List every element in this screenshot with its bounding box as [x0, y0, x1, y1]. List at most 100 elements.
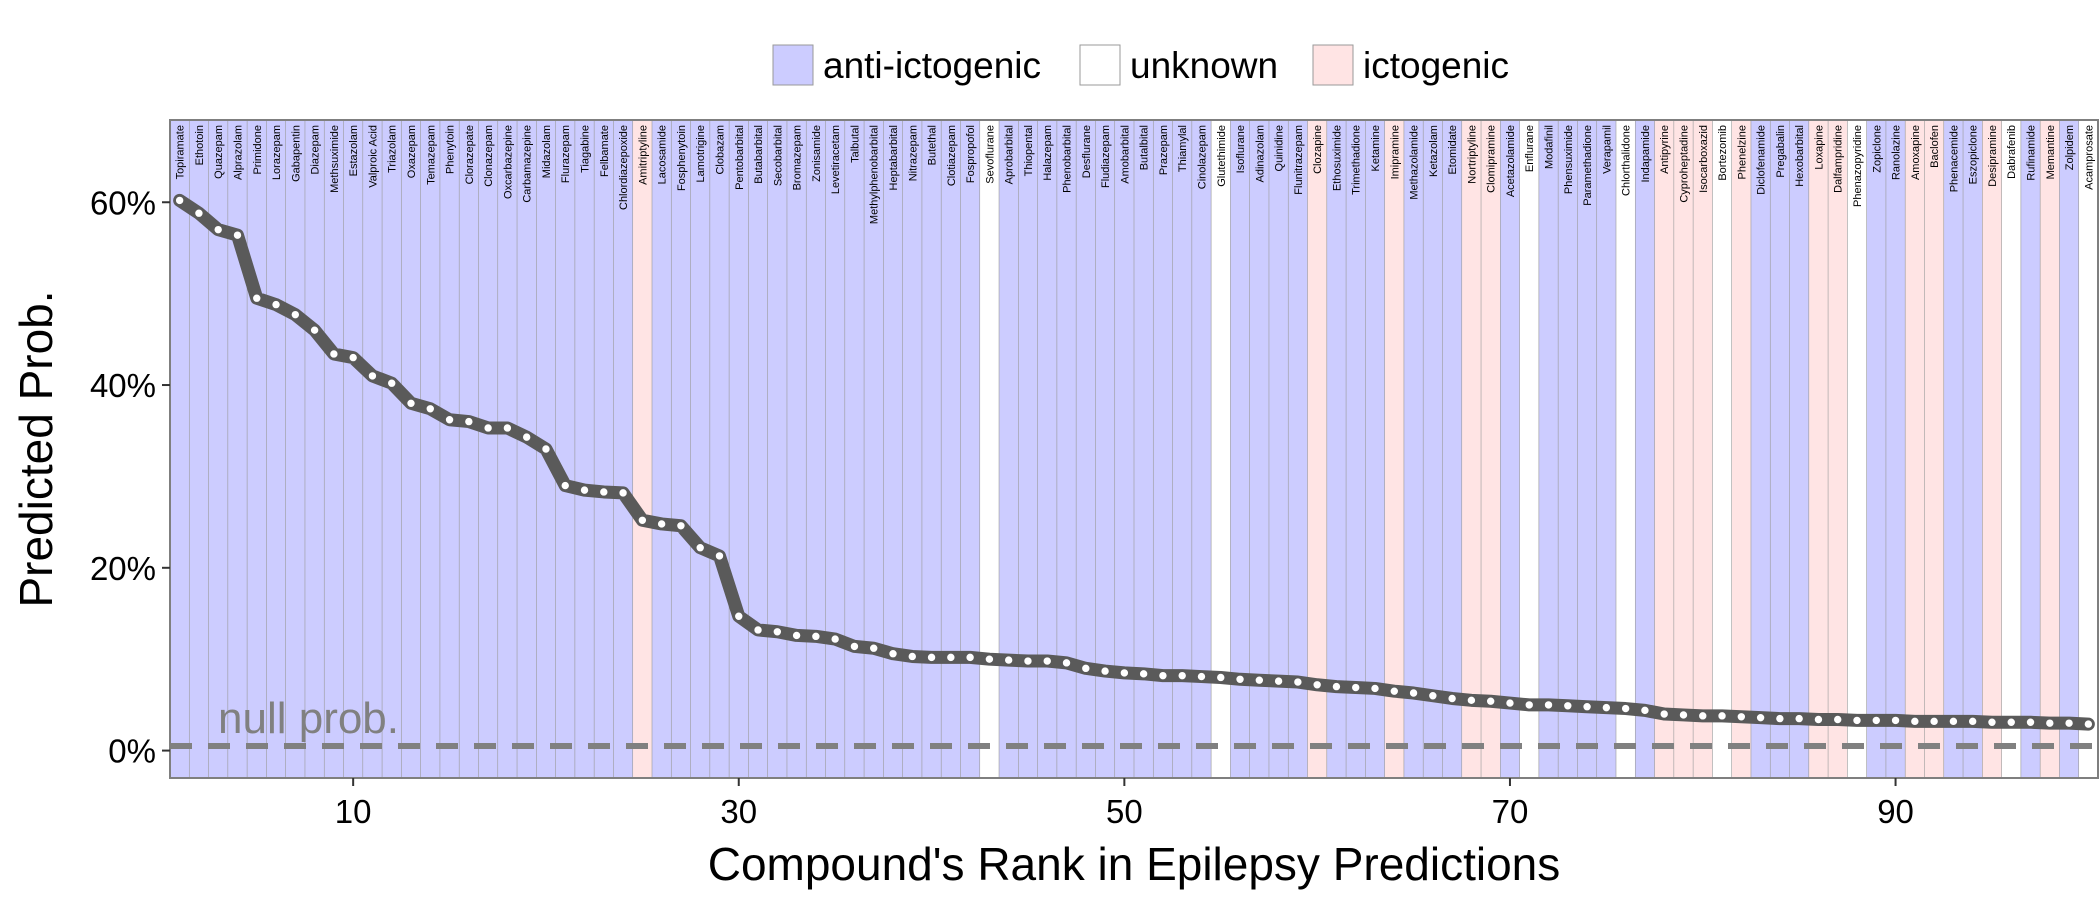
data-point: [2083, 719, 2094, 729]
data-point: [1890, 715, 1901, 726]
band-43: [979, 120, 1000, 778]
compound-label: Desflurane: [1081, 125, 1093, 178]
compound-label: Valproic Acid: [367, 125, 379, 188]
data-point: [1910, 716, 1920, 727]
compound-label: Gabapentin: [290, 125, 302, 182]
compound-label: Eszopiclone: [1968, 125, 1980, 184]
data-point: [1138, 669, 1149, 679]
band-96: [2001, 120, 2022, 778]
compound-label: Topiramate: [175, 125, 187, 179]
data-point: [541, 444, 551, 454]
data-point: [695, 543, 705, 553]
band-18: [497, 120, 518, 778]
y-axis-title: Predicted Prob.: [10, 290, 62, 607]
band-88: [1847, 120, 1867, 778]
band-29: [709, 120, 730, 778]
x-axis: 10 30 50 70 90: [335, 778, 1914, 830]
data-point: [1871, 715, 1881, 726]
y-tick-label: 60%: [90, 184, 156, 221]
band-34: [806, 120, 826, 778]
compound-label: Isocarboxazid: [1698, 125, 1710, 193]
compound-label: Verapamil: [1601, 125, 1613, 174]
band-48: [1076, 120, 1096, 778]
band-99: [2059, 120, 2080, 778]
band-74: [1577, 120, 1598, 778]
compound-label: Phenazopyridine: [1852, 125, 1864, 207]
compound-label: Clonazepam: [483, 125, 495, 187]
compound-label: Memantine: [2045, 125, 2057, 179]
compound-label: Phenelzine: [1736, 125, 1748, 179]
data-point: [1987, 717, 1997, 727]
compound-label: Oxcarbazepine: [502, 125, 514, 199]
band-33: [786, 120, 807, 778]
compound-label: Zopiclone: [1871, 125, 1883, 173]
band-53: [1172, 120, 1193, 778]
band-10: [343, 120, 364, 778]
compound-label: Amobarbital: [1119, 125, 1131, 184]
compound-label: Prazepam: [1158, 125, 1170, 175]
compound-label: Heptabarbital: [888, 125, 900, 190]
band-92: [1924, 120, 1945, 778]
legend: anti-ictogenic unknown ictogenic: [772, 44, 1509, 86]
band-25: [632, 120, 653, 778]
band-58: [1268, 120, 1289, 778]
data-point: [1755, 712, 1766, 723]
compound-label: Ketazolam: [1428, 125, 1440, 177]
compound-label: Clotiazepam: [946, 125, 958, 186]
data-point: [464, 416, 474, 427]
band-1: [170, 120, 190, 778]
band-97: [2020, 120, 2041, 778]
data-point: [329, 349, 339, 359]
band-85: [1789, 120, 1810, 778]
data-point: [1620, 703, 1631, 714]
x-axis-title: Compound's Rank in Epilepsy Predictions: [708, 838, 1561, 890]
y-tick-label: 40%: [90, 367, 156, 404]
band-82: [1731, 120, 1752, 778]
band-67: [1442, 120, 1463, 778]
prediction-line: [173, 193, 2095, 731]
band-91: [1905, 120, 1925, 778]
band-15: [439, 120, 460, 778]
band-62: [1346, 120, 1366, 778]
data-point: [618, 488, 628, 498]
compound-label: Butalbital: [1139, 125, 1151, 170]
compound-label: Methsuximide: [329, 125, 341, 193]
compound-label: Alprazolam: [232, 125, 244, 180]
data-point: [734, 611, 744, 621]
data-point: [888, 649, 898, 659]
compound-label: Glutethimide: [1216, 125, 1228, 187]
data-point: [1389, 686, 1399, 696]
compound-label: Acamprosate: [2083, 125, 2095, 190]
compound-label: Phensuximide: [1563, 125, 1575, 194]
data-point: [811, 631, 821, 642]
compound-label: Lamotrigine: [695, 125, 707, 182]
band-63: [1365, 120, 1385, 778]
x-tick-label: 10: [335, 793, 372, 830]
band-87: [1828, 120, 1848, 778]
data-point: [926, 652, 937, 663]
band-19: [517, 120, 537, 778]
compound-label: Clomipramine: [1486, 125, 1498, 193]
compound-label: Clobazam: [714, 125, 726, 175]
band-89: [1866, 120, 1887, 778]
compound-label: Quinidine: [1274, 125, 1286, 171]
data-point: [714, 551, 725, 561]
band-49: [1095, 120, 1116, 778]
data-point: [676, 521, 686, 531]
data-point: [1736, 712, 1747, 722]
compound-label: Butabarbital: [753, 125, 765, 184]
data-point: [406, 398, 416, 409]
compound-label: Isoflurane: [1235, 125, 1247, 173]
class-bands: [170, 120, 2099, 778]
compound-label: Baclofen: [1929, 125, 1941, 168]
band-54: [1191, 120, 1212, 778]
data-point: [1003, 655, 1014, 665]
band-35: [825, 120, 846, 778]
data-point: [869, 643, 879, 653]
compound-label: Thiopental: [1023, 125, 1035, 176]
y-tick-label: 20%: [90, 550, 156, 587]
band-40: [921, 120, 942, 778]
data-point: [753, 625, 763, 635]
band-94: [1963, 120, 1983, 778]
data-point: [1273, 676, 1284, 686]
